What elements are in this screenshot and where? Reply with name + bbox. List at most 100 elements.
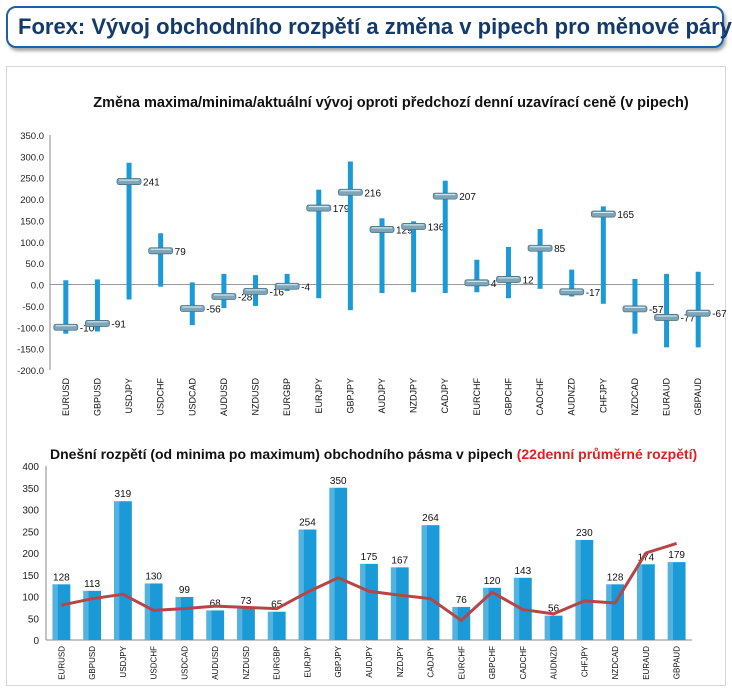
chart2-bar-highlight [83, 590, 89, 640]
chart1-category-label: AUDNZD [567, 378, 577, 416]
chart1-value-label: -57 [649, 305, 664, 316]
chart1-value-label: -91 [111, 319, 126, 330]
chart2-category-label: USDCAD [180, 646, 189, 680]
chart2-average-line [61, 541, 678, 622]
chart2-bar-highlight [267, 611, 274, 640]
chart2-bar-highlight [237, 608, 243, 640]
chart2-bar [206, 610, 225, 640]
chart1-range-bar [189, 282, 195, 326]
chart1-ytick-label: 250.0 [20, 174, 44, 185]
chart2-category-label: CADJPY [427, 645, 436, 677]
chart1-category-label: EURJPY [314, 378, 324, 414]
chart2-bar [83, 590, 102, 640]
chart1-ytick-label: 150.0 [20, 216, 44, 227]
chart2-category-label: AUDJPY [365, 645, 374, 677]
chart2-category-label: EURJPY [303, 645, 312, 677]
chart1-value-label: -67 [712, 309, 727, 320]
chart1-range-bar [347, 161, 353, 311]
chart1-range-bar [284, 273, 290, 291]
chart1-ytick-label: -50.0 [22, 302, 44, 313]
chart2-value-label: 68 [210, 598, 222, 609]
chart1-ytick-label: -200.0 [17, 366, 44, 377]
chart1-range-bar [569, 269, 575, 297]
chart2-value-label: 174 [638, 552, 655, 563]
chart1-category-label: EURUSD [61, 378, 71, 417]
chart1-category-label: USDJPY [124, 378, 134, 414]
chart1-value-label: 165 [617, 210, 634, 221]
chart2-bar-highlight [52, 584, 58, 640]
chart2-bar [113, 501, 132, 640]
chart1-category-label: USDCHF [156, 377, 166, 415]
chart1-range-bar [63, 280, 69, 334]
chart2-bar [52, 584, 71, 640]
chart2-category-label: EURAUD [642, 646, 651, 680]
chart1-value-label: 12 [522, 275, 534, 286]
chart2-bar-highlight [175, 596, 181, 640]
chart2-value-label: 120 [484, 576, 501, 587]
chart1-title: Změna maxima/minima/aktuální vývoj oprot… [93, 95, 689, 111]
chart2-bar-highlight [144, 583, 151, 640]
chart2-value-label: 128 [53, 572, 70, 583]
chart2-category-label: EURUSD [57, 646, 66, 680]
chart1-range-bar [316, 189, 322, 299]
chart2-value-label: 167 [391, 555, 408, 566]
chart2-category-label: CADCHF [519, 646, 528, 679]
chart2-bar [667, 562, 686, 640]
chart1-range-bar [600, 206, 606, 304]
chart2-bar [298, 529, 317, 640]
charts-panel [6, 66, 726, 686]
chart1-category-label: CHFJPY [598, 378, 608, 413]
chart1-category-label: AUDUSD [219, 378, 229, 417]
chart1-category-label: GBPJPY [345, 378, 355, 414]
chart1-value-label: -100 [80, 323, 100, 334]
chart1-value-label: 136 [428, 222, 445, 233]
chart2-ytick-label: 350 [22, 484, 39, 495]
chart1-category-label: USDCAD [187, 378, 197, 417]
chart2-bar-highlight [421, 525, 427, 640]
chart2-bar [483, 587, 501, 640]
chart1-category-label: EURCHF [472, 377, 482, 415]
chart2-bar-highlight [390, 567, 397, 640]
chart1-range-bar [94, 279, 100, 332]
chart2-category-label: NZDJPY [396, 645, 405, 677]
chart1-value-label: 129 [396, 225, 413, 236]
chart1-range-bar [664, 273, 670, 348]
chart2-bar-highlight [298, 529, 304, 640]
chart1-ytick-label: 300.0 [20, 152, 44, 163]
chart2-category-label: GBPJPY [334, 645, 343, 677]
chart2-bar [575, 539, 594, 640]
chart1-category-label: EURAUD [662, 378, 672, 417]
chart2-category-label: CHFJPY [580, 645, 589, 677]
chart1-value-label: 85 [554, 244, 566, 255]
chart1-value-label: 216 [364, 188, 381, 199]
chart2-category-label: USDJPY [119, 645, 128, 677]
chart1-ytick-label: 0.0 [31, 281, 44, 292]
chart1-value-label: 179 [333, 204, 350, 215]
chart2-value-label: 230 [576, 528, 593, 539]
chart2-value-label: 73 [240, 596, 252, 607]
chart2-bar-highlight [636, 564, 643, 640]
chart2-bar-highlight [544, 615, 551, 640]
chart2-bar [544, 615, 563, 640]
chart2-bar-highlight [206, 610, 212, 640]
chart1-range-bar [411, 221, 417, 293]
chart2-category-label: AUDUSD [211, 646, 220, 680]
chart2-value-label: 99 [179, 585, 191, 596]
chart1-ytick-label: -100.0 [17, 323, 44, 334]
chart2-bar-highlight [483, 587, 489, 640]
chart2-value-label: 143 [514, 566, 531, 577]
chart2-value-label: 179 [668, 550, 685, 561]
chart1-ytick-label: 350.0 [20, 131, 44, 142]
chart2-ytick-label: 50 [28, 614, 40, 625]
chart1-ytick-label: 200.0 [20, 195, 44, 206]
chart2-category-label: NZDUSD [242, 646, 251, 680]
chart1-range-bar [505, 246, 511, 299]
chart2-ytick-label: 200 [22, 549, 39, 560]
chart1-value-label: -77 [681, 313, 696, 324]
chart2-category-label: USDCHF [150, 646, 159, 679]
chart1-value-label: -16 [270, 287, 285, 298]
chart2-category-label: AUDNZD [550, 646, 559, 680]
chart2-bar-highlight [113, 501, 120, 640]
chart2-value-label: 56 [548, 604, 560, 615]
chart2-value-label: 65 [271, 600, 283, 611]
